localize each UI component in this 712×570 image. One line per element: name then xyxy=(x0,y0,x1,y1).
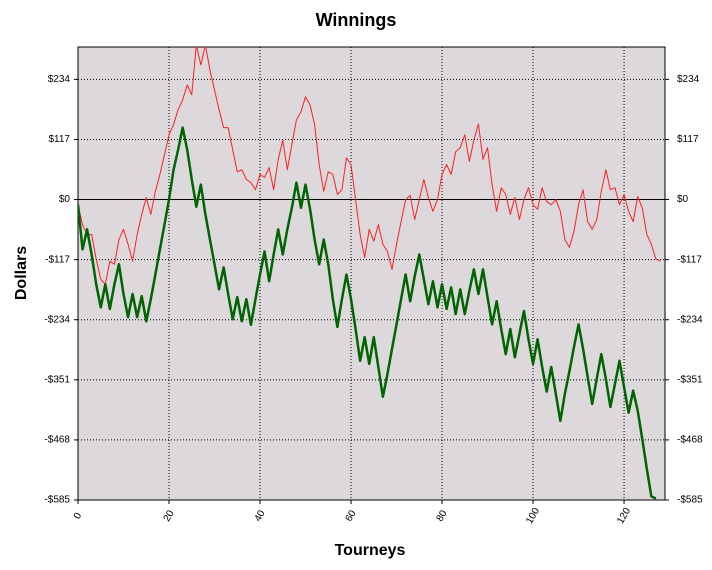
y-tick-label: $117 xyxy=(48,134,70,145)
x-tick-label: 0 xyxy=(72,511,85,522)
y2-tick-label: -$468 xyxy=(677,435,703,446)
x-tick-label: 60 xyxy=(344,508,359,524)
y-axis-title: Dollars xyxy=(13,246,30,300)
x-tick-label: 80 xyxy=(435,508,450,524)
y-tick-label: -$234 xyxy=(44,314,70,325)
y-tick-label: -$117 xyxy=(45,254,70,265)
line-series xyxy=(78,126,657,500)
y2-tick-label: -$117 xyxy=(677,254,702,265)
plot-area xyxy=(77,46,666,501)
y-tick-label: $234 xyxy=(48,74,71,85)
x-axis-title: Tourneys xyxy=(335,542,406,559)
y2-tick-label: $0 xyxy=(677,194,689,205)
chart-title: Winnings xyxy=(316,10,397,30)
x-tick-label: 40 xyxy=(253,508,268,524)
y2-tick-label: -$585 xyxy=(677,495,703,506)
x-tick-label: 120 xyxy=(615,506,633,526)
y2-tick-label: $234 xyxy=(677,74,700,85)
y2-tick-label: -$234 xyxy=(677,314,703,325)
x-tick-label: 100 xyxy=(524,506,542,526)
y-tick-label: -$585 xyxy=(44,495,70,506)
y-tick-label: -$468 xyxy=(44,435,70,446)
y-tick-label: $0 xyxy=(59,194,71,205)
line-series xyxy=(78,47,661,285)
y-tick-label: -$351 xyxy=(44,374,70,385)
y2-tick-label: -$351 xyxy=(677,374,703,385)
y2-tick-label: $117 xyxy=(677,134,699,145)
x-tick-label: 20 xyxy=(162,508,177,524)
plot-lines xyxy=(78,47,661,500)
